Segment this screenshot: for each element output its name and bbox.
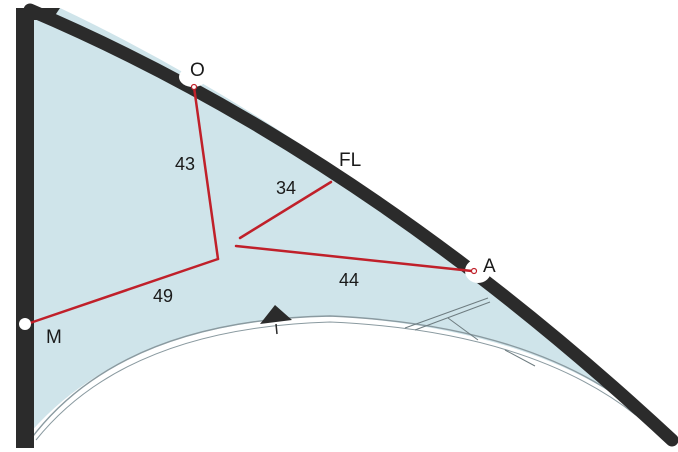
point-label-fl: FL: [339, 150, 361, 171]
trailing-edge-seam: [35, 321, 665, 441]
standoff-tick: [275, 323, 278, 335]
leading-edge: [23, 3, 678, 447]
point-label-m: M: [46, 327, 62, 348]
length-label-o: 43: [175, 154, 195, 174]
panel-seam: [404, 297, 489, 329]
bridle-line-a: [234, 244, 474, 273]
trailing-edge: [29, 315, 671, 441]
point-label-o: O: [190, 60, 205, 81]
standoff-mark: [260, 305, 292, 324]
bridle-line-m: [25, 257, 220, 326]
attach-point-a: [470, 267, 478, 275]
point-label-a: A: [483, 256, 496, 277]
length-label-a: 44: [339, 270, 359, 290]
bridle-line-fl: [238, 180, 333, 240]
bridle-line-o: [192, 85, 220, 261]
attach-point-o: [190, 83, 198, 91]
panel-seam: [414, 301, 491, 331]
length-label-m: 49: [153, 286, 173, 306]
spine: [16, 8, 34, 448]
length-label-fl: 34: [276, 178, 296, 198]
panel-seam: [504, 349, 536, 367]
connector-notch-a: [465, 259, 491, 283]
sail-panel: [24, 8, 672, 440]
nose-cap: [16, 8, 60, 20]
panel-seam: [447, 317, 479, 341]
bridle-lines: [25, 85, 474, 326]
attach-point-m: [19, 318, 31, 330]
connector-notch-o: [179, 67, 207, 87]
